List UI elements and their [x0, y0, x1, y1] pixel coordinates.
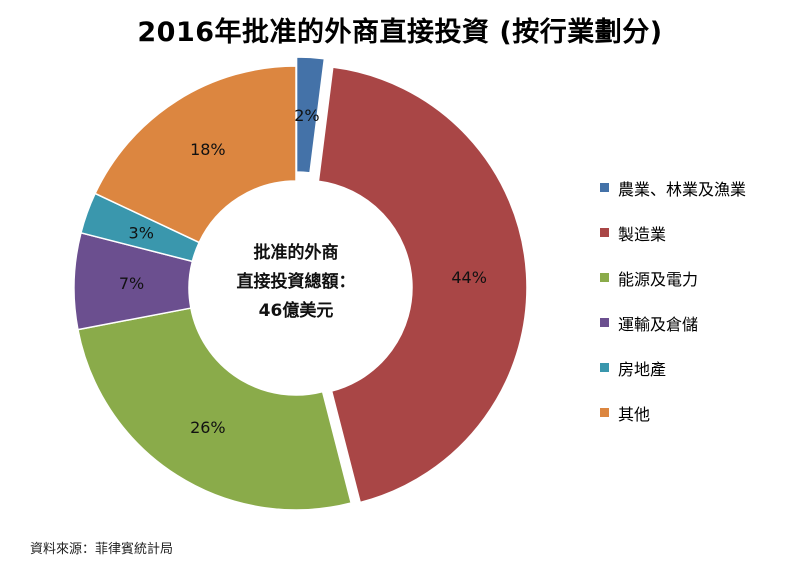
legend-swatch	[600, 408, 609, 417]
legend-swatch	[600, 273, 609, 282]
legend-item-5: 房地產	[600, 356, 746, 379]
center-label-line3: 46億美元	[259, 300, 334, 321]
donut-slice-1	[295, 56, 326, 174]
legend-label: 運輸及倉儲	[618, 314, 699, 334]
legend-item-1: 農業、林業及漁業	[600, 176, 746, 199]
slice-value-label-1: 2%	[294, 106, 319, 125]
legend-item-4: 運輸及倉儲	[600, 311, 746, 334]
slice-value-label-4: 7%	[119, 274, 144, 293]
donut-slice-6	[94, 65, 297, 244]
source-note: 資料來源：菲律賓統計局	[30, 542, 174, 557]
legend-swatch	[600, 363, 609, 372]
donut-slice-3	[77, 307, 353, 511]
legend-item-6: 其他	[600, 401, 746, 424]
legend-item-2: 製造業	[600, 221, 746, 244]
slice-value-label-5: 3%	[129, 223, 154, 242]
legend-label: 其他	[618, 404, 651, 424]
center-label: 批准的外商 直接投資總額： 46億美元	[237, 242, 356, 321]
donut-slice-2	[317, 66, 528, 504]
legend-swatch	[600, 318, 609, 327]
chart-title: 2016年批准的外商直接投資 (按行業劃分)	[137, 17, 663, 48]
legend-label: 農業、林業及漁業	[618, 179, 747, 199]
legend-label: 製造業	[618, 224, 667, 244]
slice-value-label-3: 26%	[190, 418, 226, 437]
slice-labels: 2% 44% 26% 7% 3% 18%	[119, 106, 487, 437]
donut-slices	[73, 56, 528, 511]
legend-item-3: 能源及電力	[600, 266, 746, 289]
chart-legend: 農業、林業及漁業 製造業能源及電力運輸及倉儲房地產其他	[600, 176, 746, 446]
slice-value-label-6: 18%	[190, 140, 226, 159]
slice-value-label-2: 44%	[451, 268, 487, 287]
legend-swatch	[600, 183, 609, 192]
center-label-line2: 直接投資總額：	[237, 271, 356, 292]
legend-swatch	[600, 228, 609, 237]
center-label-line1: 批准的外商	[254, 242, 339, 263]
legend-label: 房地產	[618, 359, 667, 379]
legend-label: 能源及電力	[618, 269, 699, 289]
